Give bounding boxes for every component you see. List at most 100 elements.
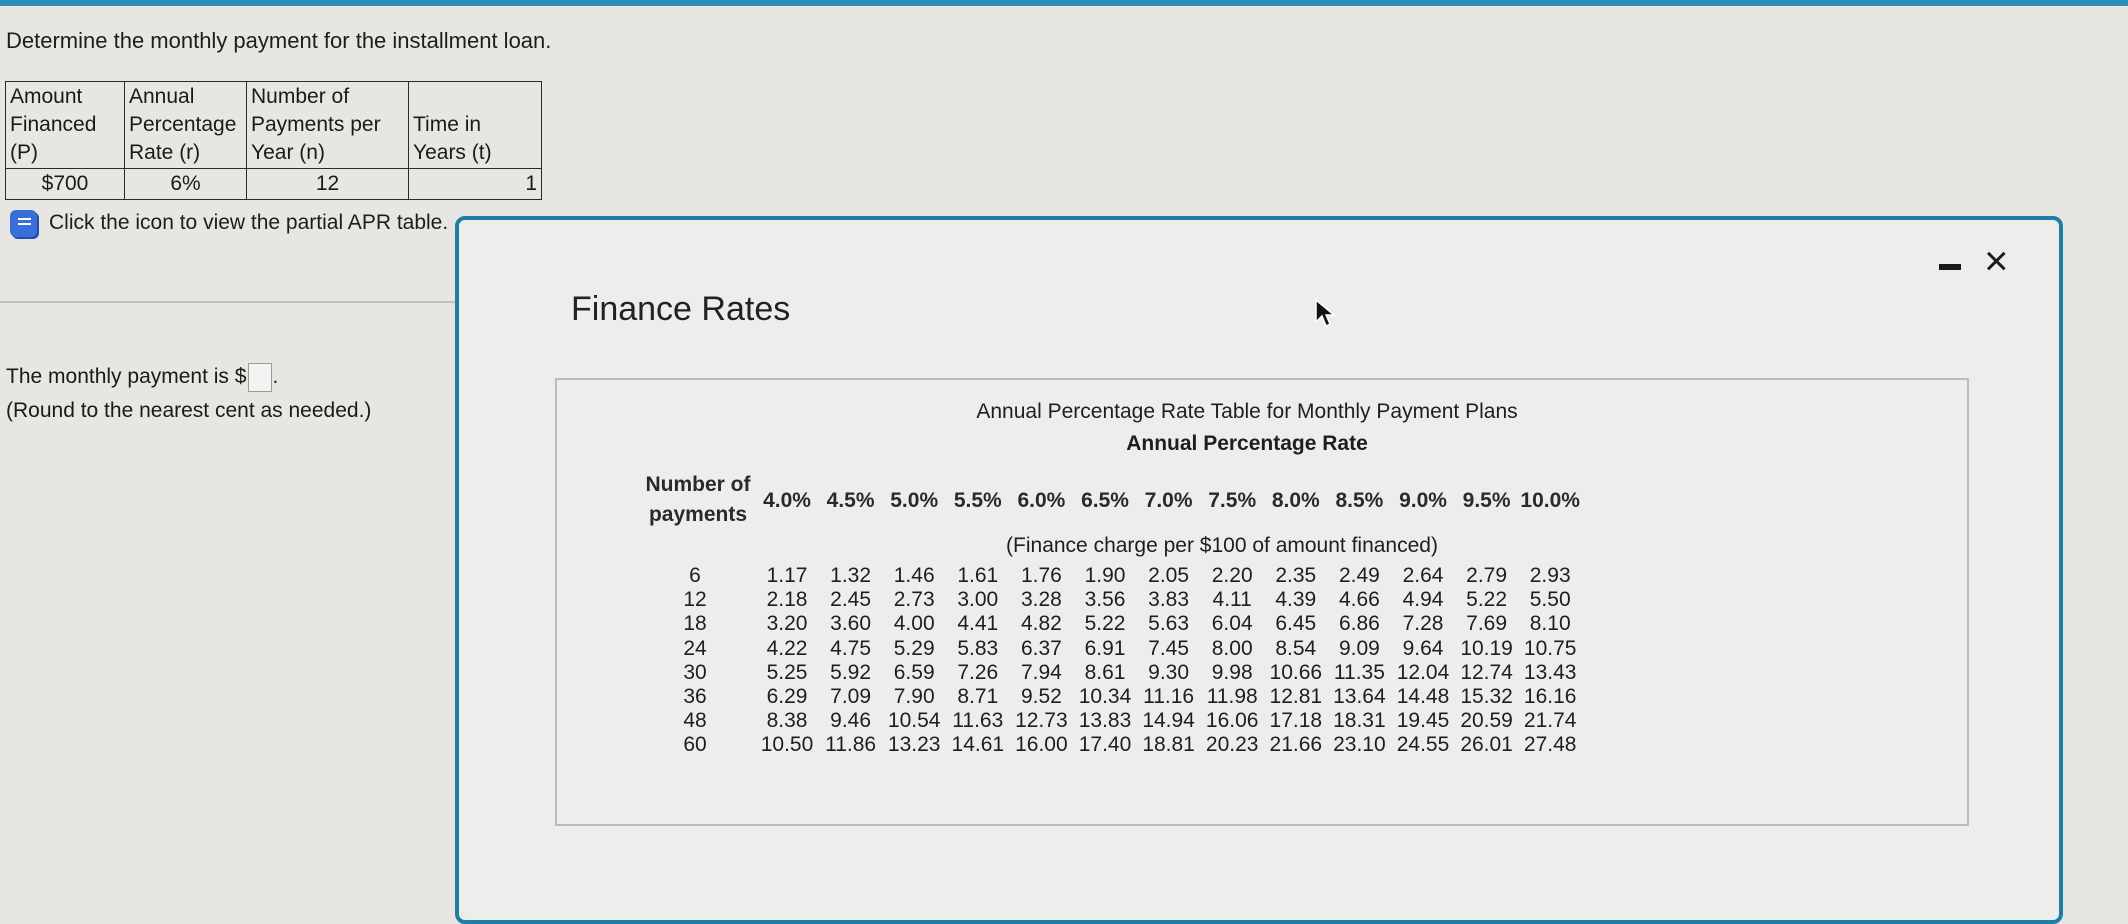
rate-column-header: 6.0%: [1017, 489, 1066, 512]
header-line: Year (n): [251, 141, 325, 164]
finance-charge-cell: 10.34: [1078, 685, 1132, 708]
finance-charge-cell: 1.46: [893, 564, 935, 587]
finance-charge-cell: 24.55: [1396, 733, 1450, 757]
finance-charge-cell: 8.00: [1211, 636, 1253, 660]
finance-charge-cell: 2.64: [1402, 564, 1444, 587]
finance-charge-cell: 10.50: [760, 733, 814, 757]
minimize-button[interactable]: [1939, 264, 1961, 270]
finance-charge-cell: 9.64: [1402, 636, 1444, 660]
finance-charge-cell: 3.60: [830, 612, 872, 636]
rate-column-header: 4.0%: [763, 489, 811, 512]
question-text: Determine the monthly payment for the in…: [6, 28, 552, 53]
finance-charge-cell: 6.91: [1084, 636, 1126, 660]
finance-charge-cell: 7.69: [1466, 612, 1508, 636]
finance-charge-cell: 13.83: [1078, 709, 1132, 733]
finance-charge-cell: 11.16: [1143, 685, 1195, 708]
answer-section: The monthly payment is $. (Round to the …: [6, 360, 371, 428]
finance-charge-cell: 1.90: [1084, 564, 1126, 587]
finance-charge-cell: 18.81: [1142, 733, 1195, 757]
finance-charge-cell: 6.45: [1275, 612, 1317, 636]
finance-charge-cell: 14.48: [1396, 685, 1450, 708]
rate-column-header: 9.5%: [1462, 489, 1511, 512]
finance-charge-cell: 16.00: [1015, 733, 1068, 757]
finance-charge-cell: 21.74: [1523, 709, 1577, 733]
finance-charge-cell: 6.86: [1338, 612, 1380, 636]
finance-charge-cell: 27.48: [1523, 733, 1577, 757]
finance-charge-cell: 4.39: [1275, 588, 1317, 612]
finance-charge-cell: 3.83: [1148, 588, 1190, 612]
finance-charge-cell: 17.18: [1269, 709, 1323, 733]
rate-column-header: 7.5%: [1208, 489, 1257, 512]
finance-charge-cell: 9.98: [1211, 660, 1253, 684]
finance-charge-cell: 4.41: [957, 612, 999, 636]
book-icon[interactable]: [10, 210, 37, 237]
finance-charge-cell: 12.73: [1015, 709, 1068, 733]
header-line: Number of: [251, 85, 350, 108]
finance-charge-cell: 20.23: [1205, 733, 1259, 757]
finance-charge-cell: 10.54: [887, 709, 941, 733]
finance-charge-cell: 11.98: [1206, 685, 1258, 708]
finance-charge-cell: 5.92: [830, 660, 872, 684]
finance-charge-cell: 8.38: [766, 709, 808, 733]
rate-column-header: 9.0%: [1399, 489, 1447, 512]
monthly-payment-input[interactable]: [248, 362, 273, 392]
finance-charge-cell: 4.66: [1338, 588, 1380, 612]
finance-charge-cell: 12.81: [1269, 685, 1323, 708]
finance-charge-cell: 4.00: [893, 612, 935, 636]
finance-charge-cell: 4.11: [1212, 588, 1252, 612]
finance-charge-cell: 1.76: [1020, 564, 1062, 587]
given-table-header-row: Amount Financed (P) Annual Percentage Ra…: [5, 81, 542, 169]
rate-column-header: 6.5%: [1081, 489, 1129, 512]
finance-charge-cell: 6.04: [1211, 612, 1253, 636]
finance-charge-cell: 9.46: [830, 709, 872, 733]
rate-column-header: 4.5%: [826, 489, 875, 512]
header-time-in-years: Time in Years (t): [408, 81, 542, 169]
payments-count-cell: 60: [683, 733, 707, 757]
finance-charge-cell: 2.45: [830, 588, 872, 612]
finance-charge-cell: 5.50: [1529, 588, 1571, 612]
value-amount-financed: $700: [5, 168, 125, 200]
apr-table-link[interactable]: Click the icon to view the partial APR t…: [10, 210, 448, 237]
header-payments-per-year: Number of Payments per Year (n): [246, 81, 409, 169]
header-line: Payments per: [251, 113, 381, 136]
value-time-in-years: 1: [408, 168, 542, 200]
finance-charge-cell: 13.64: [1333, 685, 1386, 708]
finance-charge-cell: 2.18: [766, 588, 808, 612]
finance-charge-cell: 9.30: [1148, 660, 1190, 684]
finance-charge-cell: 7.09: [830, 685, 872, 708]
given-table-value-row: $700 6% 12 1: [5, 168, 542, 200]
finance-charge-cell: 11.86: [825, 733, 877, 757]
header-line: Time in: [413, 113, 482, 136]
finance-charge-cell: 4.75: [830, 636, 872, 660]
finance-charge-cell: 12.04: [1396, 660, 1450, 684]
header-line: Amount: [10, 85, 83, 108]
finance-charge-cell: 10.19: [1460, 636, 1513, 660]
finance-charge-cell: 6.37: [1020, 636, 1062, 660]
finance-charge-cell: 5.83: [957, 636, 999, 660]
finance-charge-cell: 4.82: [1020, 612, 1062, 636]
finance-charge-cell: 8.54: [1275, 636, 1317, 660]
payments-count-cell: 36: [683, 685, 707, 708]
finance-charge-cell: 17.40: [1078, 733, 1132, 757]
finance-charge-cell: 2.35: [1275, 564, 1317, 587]
rate-column-header: 8.0%: [1271, 489, 1320, 512]
finance-charge-cell: 1.17: [766, 564, 808, 587]
finance-charge-cell: 16.16: [1523, 685, 1577, 708]
header-line: Rate (r): [129, 141, 201, 164]
finance-charge-cell: 2.79: [1466, 564, 1508, 587]
finance-charge-cell: 3.56: [1084, 588, 1126, 612]
apr-table-caption: Annual Percentage Rate Table for Monthly…: [976, 400, 1518, 423]
finance-charge-cell: 13.23: [887, 733, 941, 757]
finance-charge-cell: 7.26: [957, 660, 999, 684]
header-line: Percentage: [129, 113, 237, 136]
top-accent-bar: [0, 0, 2128, 6]
rate-column-header: 10.0%: [1520, 489, 1580, 512]
finance-charge-cell: 16.06: [1205, 709, 1259, 733]
close-button[interactable]: ×: [1984, 237, 2009, 284]
finance-charge-cell: 9.52: [1020, 685, 1062, 708]
header-annual-rate: Annual Percentage Rate (r): [124, 81, 247, 169]
finance-charge-cell: 2.49: [1338, 564, 1380, 587]
finance-charge-cell: 5.22: [1466, 588, 1508, 612]
finance-charge-cell: 3.28: [1020, 588, 1062, 612]
finance-charge-cell: 6.29: [766, 685, 808, 708]
